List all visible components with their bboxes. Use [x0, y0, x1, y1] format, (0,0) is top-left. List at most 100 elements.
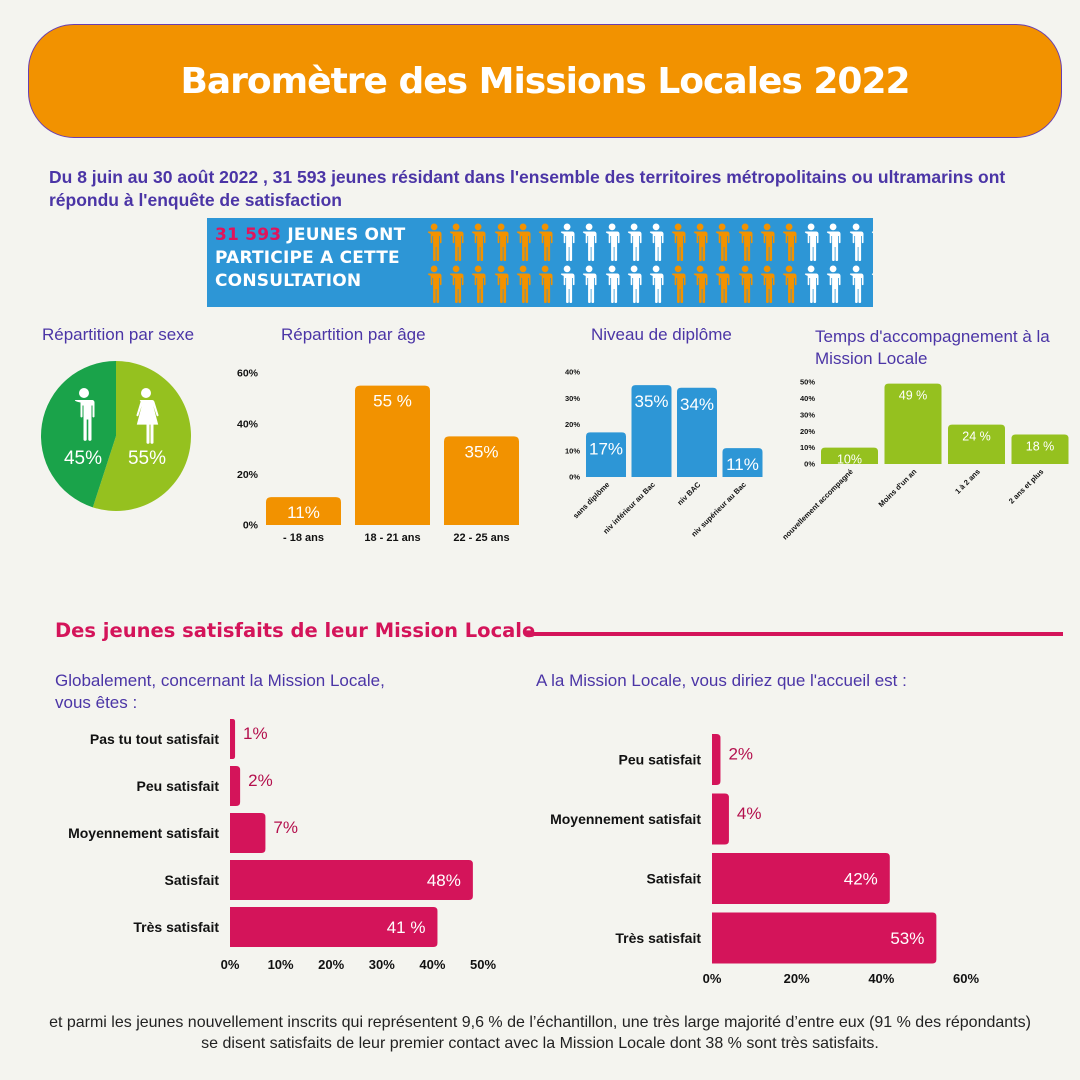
- x-tick-label: 30%: [369, 957, 395, 972]
- bar-value-label: 18 %: [1026, 439, 1055, 453]
- temps-bar-chart: 0%10%20%30%40%50%10%nouvellement accompa…: [780, 378, 1069, 541]
- x-tick-label: sans diplôme: [571, 480, 611, 520]
- y-tick-label: 40%: [237, 418, 259, 430]
- bar-Satisfait: [230, 860, 473, 900]
- person-icon: [782, 223, 797, 262]
- male-icon: [74, 388, 95, 441]
- x-tick-label: 20%: [318, 957, 344, 972]
- bar-value-label: 2%: [728, 745, 753, 764]
- person-icon: [583, 265, 597, 304]
- question-globalement: Globalement, concernant la Mission Local…: [55, 671, 385, 712]
- bar-- 18 ans: [266, 497, 341, 525]
- pie-slice-homme: [40, 361, 116, 508]
- participants-text: 31 593 JEUNES ONT PARTICIPE A CETTE CONS…: [215, 224, 420, 293]
- person-icon: [560, 223, 575, 262]
- bar-Peu satisfait: [712, 734, 721, 785]
- y-tick-label: 10%: [565, 446, 580, 455]
- person-icon: [538, 265, 553, 304]
- bar-value-label: 1%: [243, 724, 268, 743]
- x-tick-label: 22 - 25 ans: [453, 532, 509, 544]
- pie-label-femme: 55%: [128, 448, 166, 469]
- bar-nouvellement accompagné: [821, 447, 878, 464]
- person-icon: [671, 223, 686, 262]
- bar-value-label: 55 %: [373, 392, 412, 411]
- person-icon: [494, 223, 509, 262]
- satisfaction-heading: Des jeunes satisfaits de leur Mission Lo…: [55, 619, 536, 642]
- y-tick-label: Peu satisfait: [619, 752, 702, 768]
- person-icon: [716, 223, 730, 262]
- female-icon: [136, 388, 159, 444]
- participants-number: 31 593: [215, 225, 282, 245]
- pie-slice-femme: [92, 361, 191, 511]
- person-icon: [827, 223, 841, 262]
- bar-value-label: 4%: [737, 804, 762, 823]
- bar-Très satisfait: [712, 912, 937, 964]
- bar-value-label: 35%: [634, 392, 668, 411]
- title-banner: Baromètre des Missions Locales 2022: [28, 24, 1062, 138]
- bar-sans diplôme: [586, 432, 626, 477]
- diplome-title: Niveau de diplôme: [591, 325, 732, 344]
- globalement-bar-chart: 0% 10% 20% 30% 40% 50% Pas tu tout satisfait 1%…: [68, 719, 496, 972]
- x-tick-label: - 18 ans: [283, 532, 324, 544]
- person-icon: [472, 265, 486, 304]
- bar-value-label: 42%: [844, 870, 878, 889]
- people-row: [423, 264, 873, 304]
- x-tick-label: niv inférieur au Bac: [601, 480, 657, 536]
- y-tick-label: Pas tu tout satisfait: [90, 731, 219, 747]
- person-icon: [427, 223, 442, 262]
- question-accueil: A la Mission Locale, vous diriez que l'a…: [536, 671, 907, 690]
- person-icon: [627, 223, 642, 262]
- person-icon: [805, 223, 819, 262]
- bar-value-label: 7%: [273, 818, 298, 837]
- heading-rule: [525, 632, 1063, 636]
- person-icon: [827, 265, 841, 304]
- x-tick-label: 18 - 21 ans: [364, 532, 420, 544]
- bar-value-label: 11%: [287, 503, 320, 522]
- y-tick-label: Moyennement satisfait: [550, 811, 701, 827]
- participants-banner: 31 593 JEUNES ONT PARTICIPE A CETTE CONS…: [207, 218, 873, 307]
- bar-Moyennement satisfait: [712, 793, 729, 845]
- y-tick-label: 0%: [804, 460, 815, 469]
- y-tick-label: Très satisfait: [133, 919, 219, 935]
- person-icon: [516, 223, 531, 262]
- person-icon: [738, 265, 753, 304]
- person-icon: [560, 265, 575, 304]
- person-icon: [450, 265, 464, 304]
- person-icon: [472, 223, 486, 262]
- x-tick-label: 40%: [868, 971, 894, 986]
- sexe-title: Répartition par sexe: [42, 325, 195, 344]
- x-tick-label: 0%: [703, 971, 722, 986]
- bar-value-label: 48%: [427, 871, 461, 890]
- y-tick-label: Satisfait: [647, 871, 702, 887]
- bar-Très satisfait: [230, 907, 438, 947]
- participants-caption: JEUNES ONT PARTICIPE A CETTE CONSULTATIO…: [215, 225, 406, 291]
- y-tick-label: 20%: [565, 420, 580, 429]
- y-tick-label: 60%: [237, 368, 259, 380]
- age-title: Répartition par âge: [281, 325, 426, 344]
- pie-label-homme: 45%: [64, 448, 102, 469]
- bar-value-label: 35%: [464, 442, 498, 461]
- bar-value-label: 24 %: [962, 430, 991, 444]
- person-icon: [627, 265, 642, 304]
- bar-value-label: 2%: [248, 771, 273, 790]
- x-tick-label: 0%: [221, 957, 240, 972]
- x-tick-label: nouvellement accompagné: [780, 467, 854, 541]
- x-tick-label: niv BAC: [675, 480, 702, 507]
- x-tick-label: 50%: [470, 957, 496, 972]
- person-icon: [849, 265, 864, 304]
- bar-18 - 21 ans: [355, 385, 430, 525]
- bar-value-label: 17%: [589, 439, 623, 458]
- person-icon: [450, 223, 464, 262]
- bar-niv inférieur au Bac: [631, 385, 672, 477]
- x-tick-label: 10%: [268, 957, 294, 972]
- person-icon: [516, 265, 531, 304]
- page-title: Baromètre des Missions Locales 2022: [180, 60, 910, 102]
- bar-1 à 2 ans: [948, 424, 1005, 464]
- person-icon: [760, 265, 775, 304]
- sexe-pie-chart: 45% 55%: [40, 361, 191, 511]
- y-tick-label: Très satisfait: [615, 930, 701, 946]
- y-tick-label: Peu satisfait: [137, 778, 220, 794]
- person-icon: [760, 223, 775, 262]
- x-tick-label: Moins d'un an: [877, 467, 919, 509]
- person-icon: [538, 223, 553, 262]
